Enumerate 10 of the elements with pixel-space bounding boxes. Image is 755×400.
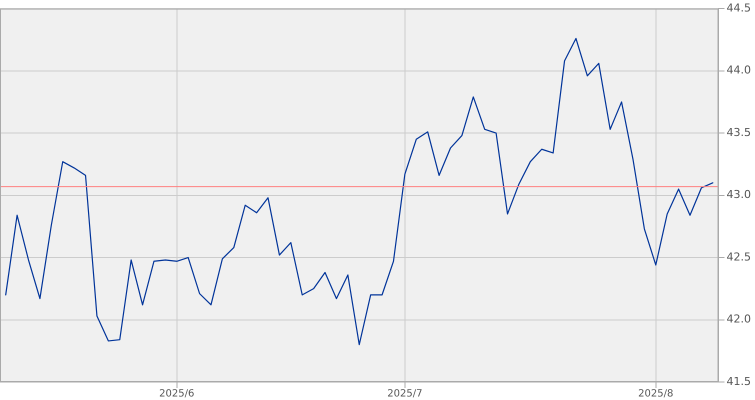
y-tick-label: 43.0 <box>726 188 752 202</box>
y-tick-label: 44.5 <box>726 1 752 14</box>
x-tick-label: 2025/6 <box>159 388 194 400</box>
y-tick-label: 41.5 <box>726 374 752 388</box>
y-tick-label: 42.5 <box>726 250 752 264</box>
y-tick-label: 44.0 <box>726 64 752 77</box>
y-tick-label: 43.5 <box>726 126 752 139</box>
y-tick-label: 42.0 <box>726 312 752 326</box>
x-tick-label: 2025/8 <box>638 388 674 400</box>
x-tick-label: 2025/7 <box>387 388 422 400</box>
